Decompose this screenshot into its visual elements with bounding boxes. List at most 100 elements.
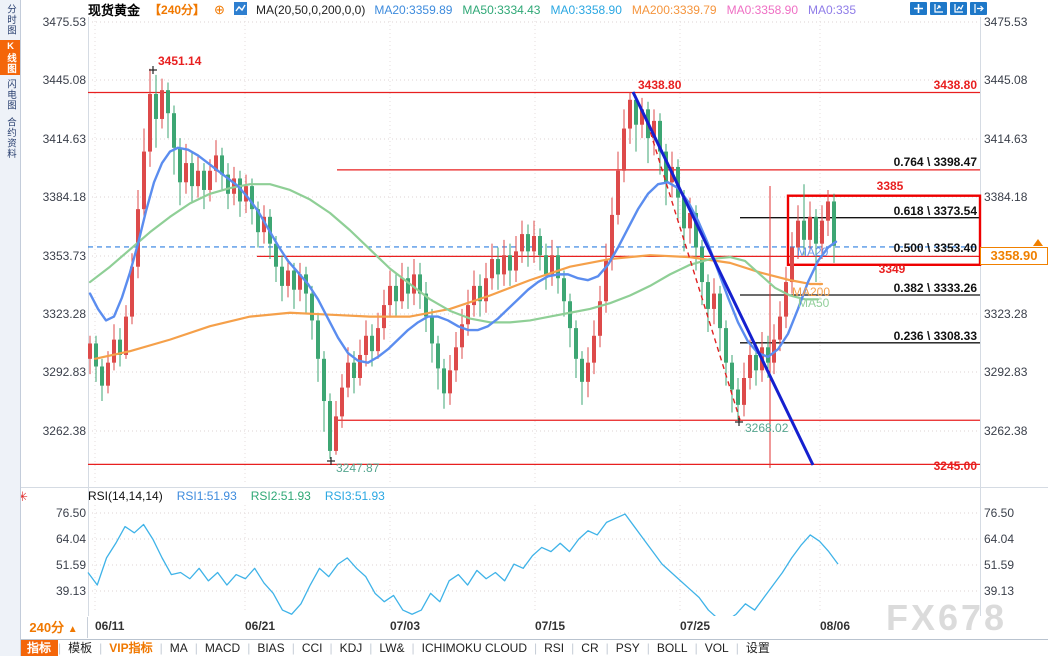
rsi-value-label: RSI2:51.93 [250, 489, 311, 503]
toolbar-item-12[interactable]: CR [581, 641, 599, 655]
toolbar-item-3[interactable]: VIP指标 [109, 641, 153, 655]
toolbar-item-9[interactable]: LW& [379, 641, 405, 655]
toolbar-item-2[interactable]: 模板 [68, 641, 93, 655]
axis-tick: 3323.28 [42, 307, 86, 321]
price-annotation: 0.618 \ 3373.54 [893, 204, 977, 218]
indicator-toolbar: 指标 | 模板 | VIP指标 | MA | MACD | BIAS | CCI | KDJ | LW& | ICH… [20, 640, 1048, 656]
ma-value-label: MA0:335 [808, 2, 857, 17]
toolbar-separator: | [694, 641, 698, 655]
axis-tick: 3353.73 [42, 249, 86, 263]
toolbar-item-6[interactable]: BIAS [257, 641, 285, 655]
axis-tick: 3384.18 [42, 190, 86, 204]
ma-value-label: MA0:3358.90 [550, 2, 622, 17]
date-tick: 06/21 [245, 619, 276, 633]
current-price-tag: 3358.90 [980, 247, 1048, 265]
toolbar-separator: | [159, 641, 163, 655]
date-tick: 08/06 [820, 619, 851, 633]
price-annotation: MA200 [792, 285, 831, 299]
toolbar-item-7[interactable]: CCI [301, 641, 323, 655]
indicator-settings-icon[interactable]: ✳ [17, 489, 28, 504]
toolbar-separator: | [646, 641, 650, 655]
axis-tick: 51.59 [984, 558, 1015, 572]
toolbar-separator: | [534, 641, 538, 655]
price-annotation: 3245.00 [933, 459, 977, 473]
time-axis-row: 240分 ▲ 06/11 06/21 07/03 07/15 07/25 08/06 [20, 616, 1048, 639]
axis-scale-icon[interactable] [930, 2, 947, 15]
date-tick: 07/15 [535, 619, 566, 633]
exit-fullscreen-icon[interactable] [970, 2, 987, 15]
axis-tick: 76.50 [984, 506, 1015, 520]
rsi-value-label: RSI1:51.93 [176, 489, 237, 503]
sidebar-tab-3[interactable]: 闪电图 [5, 79, 16, 111]
toolbar-separator: | [99, 641, 103, 655]
toolbar-separator: | [605, 641, 609, 655]
price-annotation: 3268.02 [745, 421, 789, 435]
price-annotation: 0.500 \ 3353.40 [893, 241, 977, 255]
toolbar-item-15[interactable]: VOL [704, 641, 729, 655]
timeframe-label: 【240分】 [149, 3, 206, 17]
axis-tick: 64.04 [984, 532, 1015, 546]
sidebar-tab-1[interactable]: 分时图 [5, 4, 16, 36]
toolbar-item-8[interactable]: KDJ [339, 641, 363, 655]
axis-tick: 3445.08 [984, 73, 1028, 87]
axis-tick: 51.59 [55, 558, 86, 572]
toolbar-item-10[interactable]: ICHIMOKU CLOUD [421, 641, 528, 655]
price-annotation: 0.764 \ 3398.47 [893, 155, 977, 169]
axis-tick: 3323.28 [984, 307, 1028, 321]
axis-tick: 76.50 [55, 506, 86, 520]
toolbar-separator: | [194, 641, 198, 655]
price-annotation: 3385 [876, 179, 904, 193]
add-indicator-icon[interactable]: ⊕ [214, 1, 225, 17]
chart-type-icon [233, 1, 247, 18]
axis-tick: 3292.83 [42, 365, 86, 379]
ma-value-label: MA20:3359.89 [374, 2, 453, 17]
axis-tick: 3445.08 [42, 73, 86, 87]
toolbar-item-11[interactable]: RSI [544, 641, 565, 655]
axis-tick: 3262.38 [984, 424, 1028, 438]
price-annotation: MA50 [798, 296, 830, 310]
chart-type-sidebar: 分时图 K线图闪电图合约资料 [0, 0, 21, 656]
price-annotation: 3349 [878, 262, 906, 276]
ma-value-label: MA0:3358.90 [726, 2, 798, 17]
axis-tick: 39.13 [984, 584, 1015, 598]
toolbar-item-16[interactable]: 设置 [745, 641, 770, 655]
chart-toolbar-icons [910, 2, 987, 15]
date-tick: 07/03 [390, 619, 421, 633]
sidebar-tab-4[interactable]: 合约资料 [5, 117, 16, 159]
toolbar-item-1[interactable]: 指标 [20, 640, 59, 656]
price-annotation: 3438.80 [638, 78, 682, 92]
date-tick: 07/25 [680, 619, 711, 633]
toolbar-item-14[interactable]: BOLL [656, 641, 688, 655]
period-arrow-icon: ▲ [67, 624, 78, 635]
price-annotation: MA20 [797, 245, 829, 259]
axis-tick: 3262.38 [42, 424, 86, 438]
price-annotation: 3247.87 [336, 461, 380, 475]
rsi-legend: RSI(14,14,14) RSI1:51.93 RSI2:51.93 RSI3:5… [88, 489, 385, 503]
axis-chart-icon[interactable] [950, 2, 967, 15]
toolbar-separator: | [329, 641, 333, 655]
axis-tick: 39.13 [55, 584, 86, 598]
axis-tick: 3475.53 [42, 15, 86, 29]
price-annotation: 0.236 \ 3308.33 [893, 329, 977, 343]
ma-value-label: MA200:3339.79 [631, 2, 717, 17]
price-annotation: 3438.80 [933, 78, 977, 92]
axis-tick: 3414.63 [42, 132, 86, 146]
toolbar-separator: | [369, 641, 373, 655]
ma-settings-label: MA(20,50,0,200,0,0) [255, 2, 366, 17]
price-annotation: 0.382 \ 3333.26 [893, 281, 977, 295]
crosshair-icon[interactable] [910, 2, 927, 15]
toolbar-item-4[interactable]: MA [169, 641, 188, 655]
axis-tick: 3414.63 [984, 132, 1028, 146]
sidebar-tab-2[interactable]: K线图 [0, 40, 20, 75]
toolbar-separator: | [247, 641, 251, 655]
axis-tick: 3292.83 [984, 365, 1028, 379]
period-selector[interactable]: 240分 ▲ [20, 617, 88, 638]
toolbar-item-5[interactable]: MACD [204, 641, 241, 655]
period-label: 240分 [29, 620, 65, 635]
axis-tick: 3384.18 [984, 190, 1028, 204]
ma-value-label: MA50:3334.43 [462, 2, 541, 17]
rsi-value-label: RSI3:51.93 [324, 489, 385, 503]
toolbar-item-13[interactable]: PSY [615, 641, 640, 655]
